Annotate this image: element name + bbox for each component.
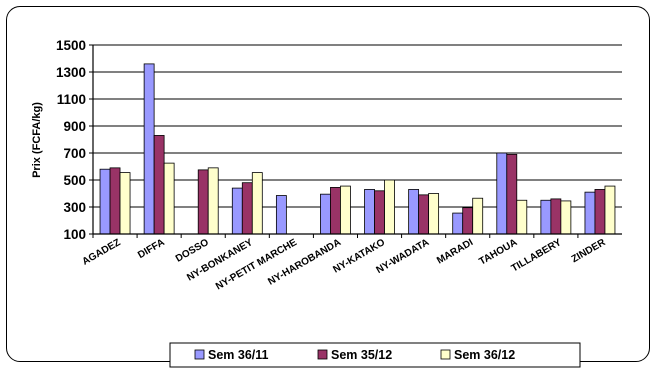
bar [320,193,331,235]
legend-label: Sem 36/12 [454,348,515,362]
bar [153,135,165,235]
legend-box [169,342,581,368]
x-tick-label: AGADEZ [80,237,122,268]
bar [584,191,596,235]
y-tick-label: 900 [63,119,86,134]
bar [197,169,209,235]
bar [550,198,562,235]
x-tick-label: DOSSO [174,237,211,265]
legend-label: Sem 36/11 [208,348,269,362]
bar [231,187,243,235]
bar [604,185,616,235]
bar [540,199,552,235]
bar [560,200,572,235]
legend-swatch [317,349,328,360]
bar [251,172,263,235]
legend-label: Sem 35/12 [331,348,392,362]
bars [99,63,616,235]
y-tick-label: 1500 [56,38,86,53]
bar [119,172,131,235]
bar [374,190,385,235]
x-tick-label: NY-PETIT MARCHE [214,237,299,293]
axes [92,45,622,238]
y-tick-label: 1300 [56,65,86,80]
legend-swatch [440,349,451,360]
bar [472,197,484,235]
x-tick-label: ZINDER [570,237,608,266]
x-tick-label: MARADI [435,237,475,267]
y-tick-label: 500 [63,173,86,188]
bar [143,63,155,235]
bar [275,195,287,235]
bar [428,193,440,235]
bar [506,153,518,235]
bar [594,189,606,235]
bar [452,212,464,235]
gridlines [89,44,622,235]
x-tick-label: DIFFA [136,237,167,261]
y-axis-label: Prix (FCFA/kg) [31,102,43,178]
bar [408,189,420,235]
bar [364,189,375,235]
y-tick-labels: 100 300 500 700 900 1100 1300 1500 [56,38,86,242]
y-tick-label: 300 [63,200,86,215]
x-tick-label: NY-HAROBANDA [266,237,343,288]
y-tick-label: 1100 [57,92,86,107]
bar [99,168,111,235]
bar [330,187,341,235]
y-tick-label: 700 [63,146,86,161]
bar [418,194,430,235]
bar [384,179,395,235]
bar [163,162,175,235]
legend-swatch [194,349,205,360]
legend: Sem 36/11 Sem 35/12 Sem 36/12 [169,342,581,368]
bar [496,152,508,235]
bar [516,199,528,235]
bar [207,167,219,235]
y-tick-label: 100 [63,227,86,242]
bar [462,207,474,235]
bar [241,182,253,235]
x-tick-label: TILLABERY [510,237,564,275]
bar [340,185,351,235]
bar [109,167,121,235]
